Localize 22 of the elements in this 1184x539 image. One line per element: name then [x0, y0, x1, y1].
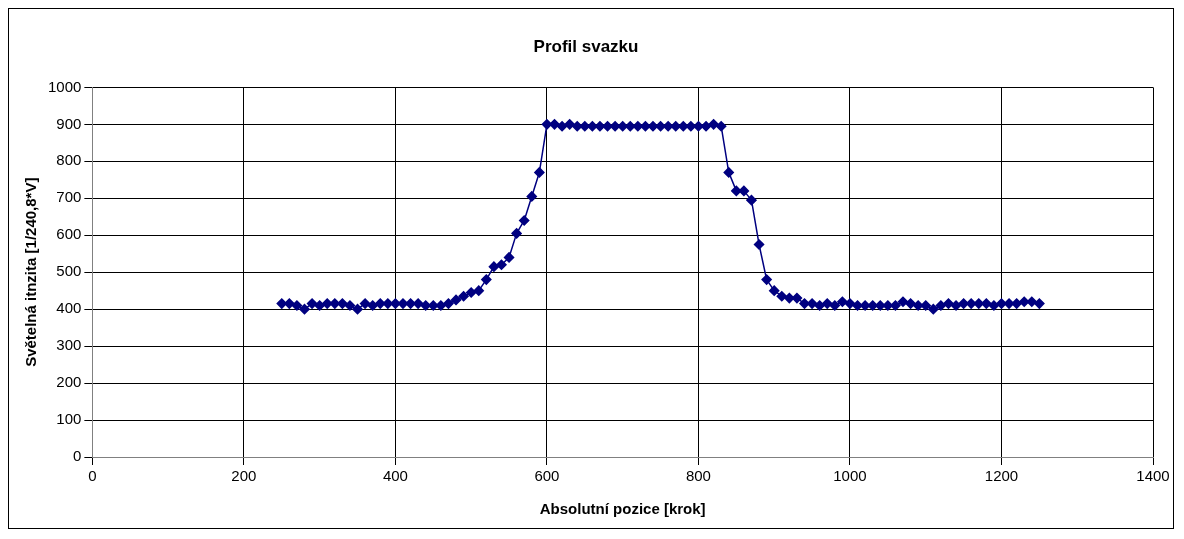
y-tick-label: 1000 — [47, 77, 82, 95]
y-tick-label: 700 — [56, 188, 82, 206]
y-tick-label: 300 — [56, 336, 82, 354]
chart-title: Profil svazku — [533, 36, 639, 56]
x-tick-label: 200 — [231, 467, 257, 485]
x-tick-label: 400 — [382, 467, 408, 485]
y-tick-label: 500 — [56, 262, 82, 280]
x-tick-label: 600 — [534, 467, 560, 485]
y-tick-label: 200 — [56, 373, 82, 391]
x-tick-label: 1200 — [984, 467, 1019, 485]
y-tick-label: 400 — [56, 299, 82, 317]
y-tick-label: 600 — [56, 225, 82, 243]
x-tick-label: 0 — [88, 467, 97, 485]
y-tick-label: 100 — [56, 410, 82, 428]
x-tick-label: 800 — [685, 467, 711, 485]
x-tick-label: 1000 — [833, 467, 867, 485]
x-axis-title: Absolutní pozice [krok] — [539, 500, 706, 518]
x-tick-label: 1400 — [1136, 467, 1170, 485]
y-tick-label: 800 — [56, 151, 82, 169]
y-tick-label: 900 — [56, 114, 82, 132]
y-tick-label: 0 — [73, 447, 82, 465]
y-axis-title: Světelná itnzita [1/240,8*V] — [22, 177, 40, 367]
